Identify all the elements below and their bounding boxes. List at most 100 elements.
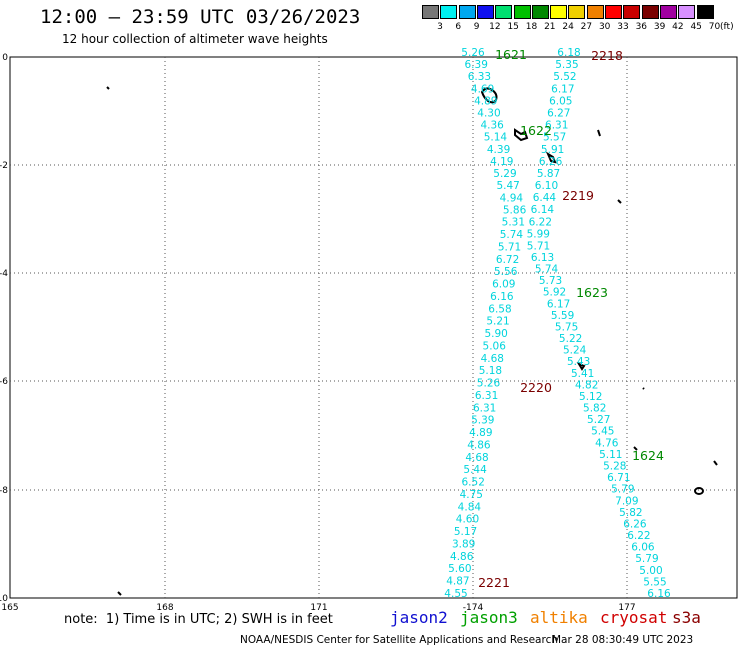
map-frame — [9, 56, 738, 599]
satellite-jason3: jason3 — [460, 608, 518, 627]
scale-label: 24 — [562, 22, 574, 32]
wave-height-value: 5.44 — [463, 464, 487, 476]
wave-height-value: 5.24 — [563, 345, 587, 357]
wave-height-value: 6.26 — [539, 156, 563, 168]
wave-height-value: 4.30 — [477, 108, 500, 120]
wave-height-value: 5.47 — [496, 180, 519, 192]
wave-height-value: 5.59 — [551, 310, 574, 322]
scale-label: 9 — [473, 22, 480, 32]
wave-height-value: 4.84 — [458, 501, 482, 513]
scale-swatch — [678, 5, 696, 19]
wave-height-value: 5.90 — [484, 328, 507, 340]
lon-label: 177 — [618, 603, 635, 613]
lon-label: 168 — [156, 603, 173, 613]
wave-height-value: 4.60 — [456, 514, 479, 526]
scale-swatch — [531, 5, 549, 19]
lon-label: 171 — [310, 603, 327, 613]
satellite-cryosat: cryosat — [600, 608, 668, 627]
wave-height-value: 4.68 — [465, 452, 488, 464]
wave-height-value: 5.75 — [555, 321, 578, 333]
wave-height-value: 6.44 — [533, 192, 557, 204]
wave-height-value: 5.27 — [587, 414, 610, 426]
island — [480, 87, 498, 104]
wave-height-value: 5.92 — [543, 287, 566, 299]
scale-label: 45 — [690, 22, 702, 32]
wave-height-value: 5.56 — [494, 266, 518, 278]
map-subtitle: 12 hour collection of altimeter wave hei… — [62, 32, 328, 46]
wave-height-value: 5.82 — [619, 507, 642, 519]
satellite-jason2: jason2 — [390, 608, 448, 627]
wave-height-value: 5.06 — [483, 340, 507, 352]
wave-height-value: 4.89 — [469, 427, 492, 439]
wave-height-value: 4.87 — [446, 576, 469, 588]
wave-height-value: 6.31 — [473, 402, 496, 414]
wave-height-value: 4.69 — [471, 83, 494, 95]
wave-height-value: 5.57 — [543, 132, 566, 144]
pass-time-label: 2219 — [562, 188, 594, 203]
wave-height-value: 5.26 — [461, 47, 485, 59]
wave-height-value: 5.86 — [503, 204, 527, 216]
scale-swatch — [550, 5, 568, 19]
scale-swatch — [513, 5, 531, 19]
lat-label: -4 — [0, 269, 8, 279]
wave-height-value: 6.13 — [531, 252, 554, 264]
island — [106, 86, 110, 90]
wave-height-value: 5.74 — [535, 263, 559, 275]
wave-height-value: 6.16 — [490, 291, 514, 303]
scale-swatch — [623, 5, 641, 19]
scale-swatch — [568, 5, 586, 19]
pass-time-label: 1622 — [520, 123, 552, 138]
wave-height-value: 5.14 — [484, 132, 508, 144]
wave-height-value: 5.73 — [539, 275, 562, 287]
scale-label: 15 — [507, 22, 519, 32]
wave-height-value: 6.26 — [623, 518, 647, 530]
scale-label: 36 — [635, 22, 648, 32]
island — [545, 151, 557, 164]
wave-height-value: 4.75 — [460, 489, 483, 501]
wave-height-value: 5.45 — [591, 426, 614, 438]
wave-height-value: 4.55 — [444, 588, 467, 600]
scale-label: 6 — [455, 22, 462, 32]
satellite-s3a: s3a — [672, 608, 701, 627]
scale-swatch — [696, 5, 714, 19]
wave-height-value: 5.71 — [527, 240, 550, 252]
island — [617, 199, 622, 204]
island — [117, 591, 122, 596]
wave-height-value: 5.31 — [502, 217, 525, 229]
wave-height-value: 5.00 — [639, 565, 662, 577]
wave-height-value: 5.79 — [635, 553, 658, 565]
scale-label: 70 — [708, 22, 721, 32]
wave-height-value: 4.82 — [575, 379, 598, 391]
wave-height-value: 5.43 — [567, 356, 590, 368]
wave-height-value: 3.89 — [452, 538, 475, 550]
lat-label: -8 — [0, 486, 8, 496]
wave-height-value: 7.09 — [615, 495, 638, 507]
scale-swatch — [495, 5, 513, 19]
wave-height-value: 5.29 — [493, 168, 516, 180]
pass-time-label: 2218 — [591, 48, 623, 63]
map-note: note: 1) Time is in UTC; 2) SWH is in fe… — [64, 612, 333, 627]
scale-swatch — [605, 5, 622, 19]
scale-label: 27 — [580, 22, 593, 32]
pass-time-label: 1623 — [576, 285, 608, 300]
wave-height-value: 5.11 — [599, 449, 622, 461]
wave-height-value: 6.14 — [531, 204, 555, 216]
wave-height-value: 6.06 — [631, 542, 655, 554]
wave-height-value: 5.22 — [559, 333, 582, 345]
wave-height-value: 5.12 — [579, 391, 602, 403]
wave-height-value: 4.86 — [450, 551, 474, 563]
island — [576, 361, 586, 371]
wave-height-value: 5.39 — [471, 415, 494, 427]
wave-height-value: 4.19 — [490, 156, 513, 168]
scale-label: 21 — [544, 22, 556, 32]
wave-height-value: 5.18 — [479, 365, 502, 377]
scale-swatch — [440, 5, 458, 19]
wave-height-value: 6.10 — [535, 180, 558, 192]
scale-label: 3 — [437, 22, 443, 32]
wave-height-value: 6.22 — [529, 216, 552, 228]
wave-height-value: 5.17 — [454, 526, 477, 538]
wave-height-value: 5.52 — [553, 71, 576, 83]
wave-height-value: 5.28 — [603, 461, 626, 473]
island — [694, 487, 704, 495]
